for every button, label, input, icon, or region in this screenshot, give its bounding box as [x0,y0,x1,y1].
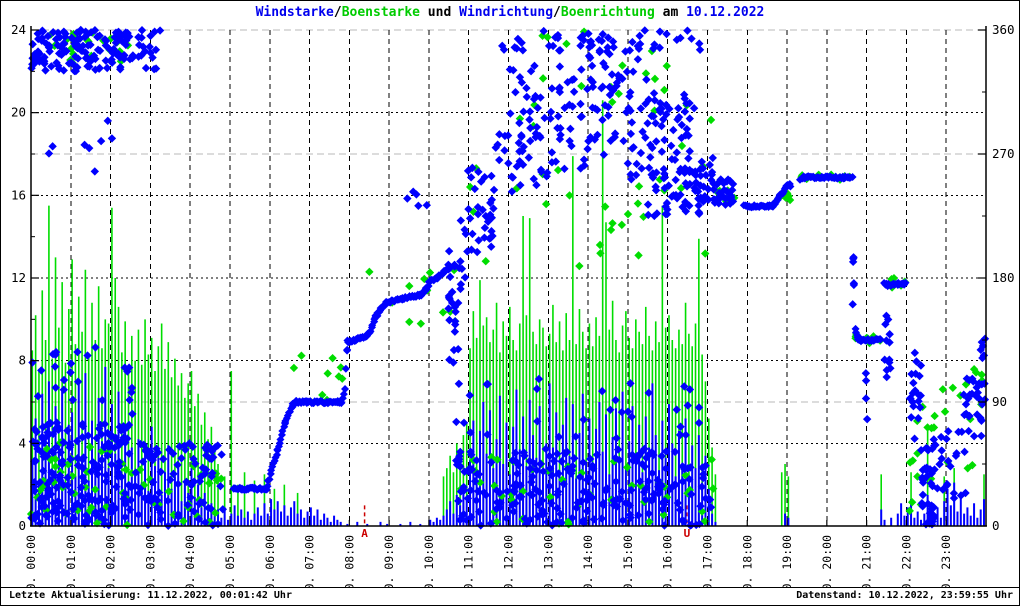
svg-text:10. 03:00: 10. 03:00 [143,535,157,589]
svg-text:180: 180 [992,270,1015,285]
svg-text:10. 16:00: 10. 16:00 [661,535,675,589]
svg-text:10. 11:00: 10. 11:00 [462,535,476,589]
svg-text:10. 04:00: 10. 04:00 [183,535,197,589]
title-mid: und [419,5,460,20]
svg-text:10. 15:00: 10. 15:00 [621,535,635,589]
svg-text:10. 23:00: 10. 23:00 [939,535,953,589]
svg-text:4: 4 [18,435,26,450]
svg-text:10. 13:00: 10. 13:00 [541,535,555,589]
svg-text:10. 17:00: 10. 17:00 [700,535,714,589]
svg-text:8: 8 [18,353,26,368]
svg-text:10. 09:00: 10. 09:00 [382,535,396,589]
svg-text:24: 24 [11,22,26,37]
svg-text:10. 06:00: 10. 06:00 [263,535,277,589]
svg-text:16: 16 [11,187,26,202]
svg-text:10. 12:00: 10. 12:00 [502,535,516,589]
svg-text:90: 90 [992,394,1007,409]
svg-text:12: 12 [11,270,26,285]
chart-title: Windstarke/Boenstarke und Windrichtung/B… [1,5,1019,20]
title-date: 10.12.2022 [686,5,765,20]
svg-text:10. 05:00: 10. 05:00 [223,535,237,589]
svg-text:10. 07:00: 10. 07:00 [303,535,317,589]
svg-text:10. 19:00: 10. 19:00 [780,535,794,589]
data-state-text: Datenstand: 10.12.2022, 23:59:55 Uhr [796,590,1013,601]
last-update-text: Letzte Aktualisierung: 11.12.2022, 00:01… [9,590,292,601]
title-wind-label: Windstarke [255,5,334,20]
svg-text:10. 01:00: 10. 01:00 [64,535,78,589]
title-am: am [654,5,687,20]
title-gustdir-label: Boenrichtung [560,5,655,20]
wind-direction-chart: A U 0 4 8 12 16 20 24 0 90 180 270 360 10. 00:00 10. 01… [11,22,1015,597]
svg-text:0: 0 [18,518,26,533]
svg-text:270: 270 [992,146,1015,161]
title-gust-label: Boenstarke [341,5,420,20]
svg-text:10. 14:00: 10. 14:00 [581,535,595,589]
svg-text:10. 18:00: 10. 18:00 [740,535,754,589]
title-slash2: / [553,5,561,20]
svg-text:10. 21:00: 10. 21:00 [860,535,874,589]
svg-text:10. 08:00: 10. 08:00 [342,535,356,589]
svg-text:U: U [684,527,691,540]
svg-text:A: A [361,527,368,540]
svg-text:10. 00:00: 10. 00:00 [24,535,38,589]
svg-text:0: 0 [992,518,1000,533]
title-winddir-label: Windrichtung [459,5,554,20]
svg-text:10. 02:00: 10. 02:00 [104,535,118,589]
title-slash1: / [333,5,342,20]
svg-text:10. 10:00: 10. 10:00 [422,535,436,589]
svg-text:10. 22:00: 10. 22:00 [899,535,913,589]
svg-text:10. 20:00: 10. 20:00 [820,535,834,589]
status-bar: Letzte Aktualisierung: 11.12.2022, 00:01… [1,587,1019,605]
svg-text:20: 20 [11,105,26,120]
svg-text:360: 360 [992,22,1015,37]
